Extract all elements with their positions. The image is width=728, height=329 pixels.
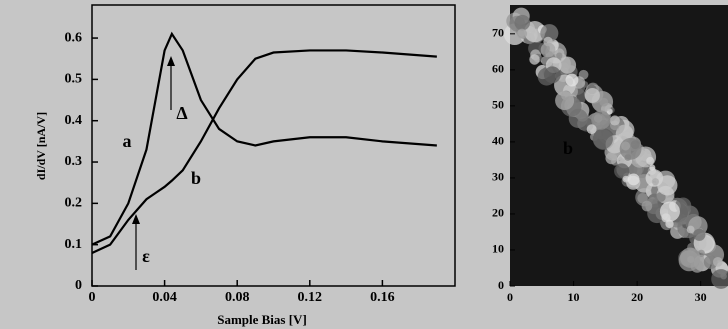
stm-texture [516, 28, 528, 39]
x-tick-label: 0.12 [298, 290, 323, 305]
y-tick-label: 0 [75, 278, 82, 293]
arrowhead [132, 214, 140, 224]
stm-texture [649, 164, 656, 171]
y-tick-label: 40 [492, 134, 504, 148]
stm-texture [646, 156, 655, 165]
y-tick-label: 50 [492, 98, 504, 112]
stm-texture [514, 14, 531, 31]
stm-texture [584, 87, 600, 103]
y-tick-label: 70 [492, 26, 504, 40]
y-tick-label: 0.5 [65, 72, 83, 87]
stm-texture [651, 178, 659, 186]
stm-texture [529, 54, 540, 65]
y-tick-label: 30 [492, 170, 504, 184]
x-tick-label: 0.16 [370, 290, 395, 305]
stm-texture [540, 42, 556, 58]
stm-texture [614, 163, 630, 179]
stm-texture [592, 129, 613, 150]
x-tick-label: 0 [507, 290, 513, 304]
stm-texture [565, 73, 579, 87]
plot-frame [91, 4, 456, 287]
curve [91, 31, 437, 246]
x-axis-label: Sample Bias [V] [217, 312, 307, 327]
curve [91, 49, 437, 254]
stm-texture [712, 257, 723, 267]
y-tick-label: 0.2 [65, 196, 83, 211]
x-tick-label: 10 [568, 290, 580, 304]
y-tick-label: 0.4 [65, 113, 83, 128]
stm-texture [661, 213, 671, 223]
y-tick-label: 10 [492, 242, 504, 256]
stm-texture [568, 108, 588, 129]
stm-texture [540, 24, 559, 43]
stm-texture [693, 228, 706, 241]
stm-texture [543, 66, 561, 84]
stm-texture [599, 97, 609, 107]
curve-label: b [191, 168, 201, 188]
y-tick-label: 0.6 [65, 30, 83, 45]
arrowhead [167, 56, 175, 66]
stm-texture [558, 56, 577, 74]
stm-texture [605, 152, 618, 165]
stm-texture [703, 255, 718, 269]
stm-texture [591, 110, 611, 130]
y-tick-label: 60 [492, 62, 504, 76]
y-tick-label: 20 [492, 206, 504, 220]
stm-texture [621, 141, 631, 151]
stm-texture [555, 91, 575, 111]
x-tick-label: 20 [631, 290, 643, 304]
curve-label: a [123, 131, 132, 151]
stm-texture [609, 115, 620, 126]
y-axis-label: dI/dV [nA/V] [34, 112, 48, 180]
stm-texture [622, 175, 630, 183]
annotation: Δ [176, 103, 187, 123]
stm-texture [686, 225, 695, 234]
x-tick-label: 0.04 [152, 290, 177, 305]
y-tick-label: 0 [498, 278, 504, 292]
x-tick-label: 0 [89, 290, 96, 305]
y-tick-label: 0.1 [65, 237, 83, 252]
stm-texture [586, 124, 597, 135]
x-tick-label: 0.08 [225, 290, 250, 305]
stm-texture [641, 200, 653, 212]
stm-texture [680, 247, 701, 268]
stm-texture [657, 175, 678, 196]
stm-texture [637, 192, 648, 204]
annotation: b [563, 138, 573, 158]
annotation: ε [142, 246, 150, 266]
stm-texture [556, 52, 563, 59]
stm-texture [627, 173, 640, 186]
y-tick-label: 0.3 [65, 154, 83, 169]
x-tick-label: 30 [695, 290, 707, 304]
stm-texture [711, 269, 728, 289]
